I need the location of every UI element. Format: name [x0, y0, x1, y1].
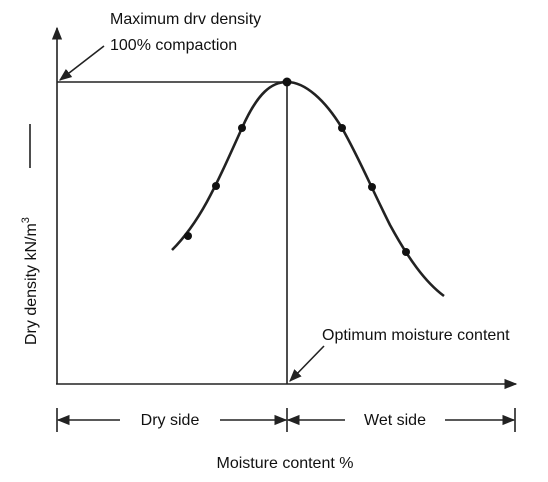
title: Maximum drv density — [110, 11, 261, 28]
compaction-curve — [171, 80, 445, 298]
y-label-sup: 3 — [20, 217, 32, 223]
wet-side-label: Wet side — [364, 412, 426, 429]
curve-points — [184, 77, 410, 256]
y-label-text: Dry density kN/m — [23, 223, 40, 345]
dry-side-label: Dry side — [141, 412, 200, 429]
optimum-label: Optimum moisture content — [322, 327, 510, 344]
y-axis-label: Dry density kN/m3 — [20, 217, 40, 345]
x-axis-label: Moisture content % — [217, 455, 354, 472]
title-arrow — [58, 45, 105, 81]
optimum-arrow — [289, 345, 325, 382]
subtitle: 100% compaction — [110, 37, 237, 54]
